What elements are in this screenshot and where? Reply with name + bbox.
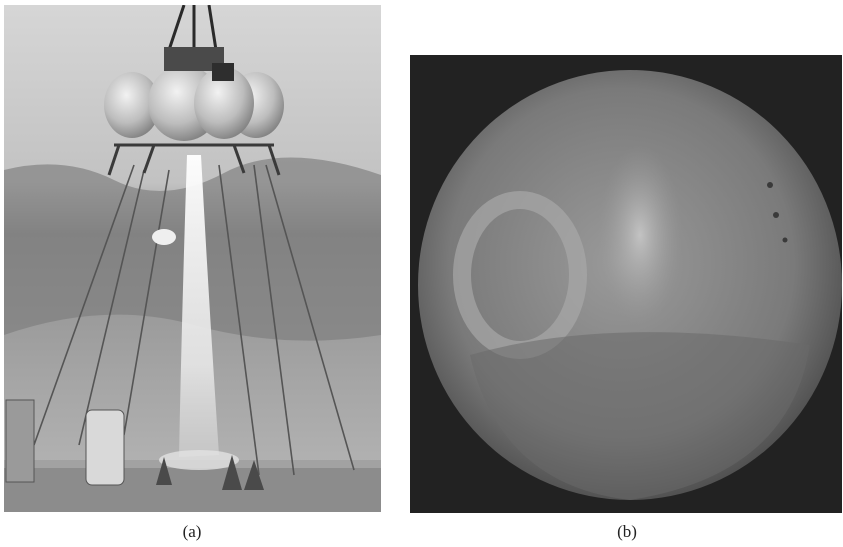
lander-illustration: [4, 5, 381, 512]
gas-cylinders: [5, 399, 35, 483]
ground: [4, 465, 381, 512]
dark-lowland: [470, 332, 810, 500]
traffic-cone: [244, 460, 264, 490]
bright-central-region: [598, 145, 682, 325]
mars-illustration: [410, 55, 842, 513]
engine-plume: [179, 155, 219, 457]
plume-dust: [159, 450, 239, 470]
photo-lander-test: [4, 5, 381, 512]
propellant-tank-rear: [194, 67, 254, 139]
surface-spot: [782, 237, 788, 243]
fuel-tank-ground: [85, 409, 125, 486]
caption-a: (a): [182, 522, 202, 541]
traffic-cone: [222, 455, 242, 490]
equipment-box: [212, 63, 234, 81]
caption-b: (b): [617, 522, 637, 541]
traffic-cone: [156, 457, 172, 485]
propellant-tank-left: [104, 72, 160, 138]
sensor-pod: [152, 229, 176, 245]
surface-spot: [773, 212, 779, 218]
lander-frame: [107, 143, 281, 176]
tether-lines: [33, 164, 355, 476]
surface-spot: [767, 182, 773, 188]
crane-cables: [167, 5, 218, 51]
photo-mars: [410, 55, 842, 513]
